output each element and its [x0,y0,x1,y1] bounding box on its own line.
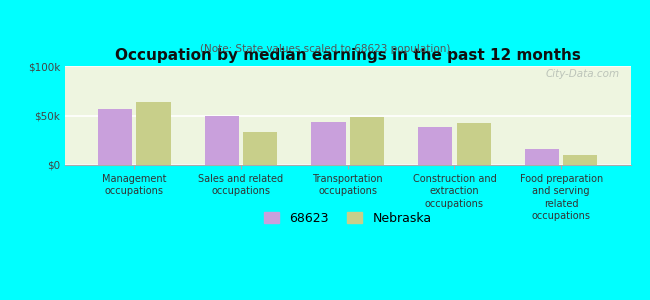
Bar [205,116,239,165]
Bar [243,132,278,165]
Text: City-Data.com: City-Data.com [545,69,619,79]
Bar [350,118,384,165]
Bar [525,149,559,165]
Bar [564,155,597,165]
Title: Occupation by median earnings in the past 12 months: Occupation by median earnings in the pas… [115,48,580,63]
Bar [418,128,452,165]
Bar [136,102,171,165]
Bar [98,109,132,165]
Legend: 68623, Nebraska: 68623, Nebraska [259,207,436,230]
Bar [456,123,491,165]
Bar [311,122,346,165]
Text: (Note: State values scaled to 68623 population): (Note: State values scaled to 68623 popu… [200,44,450,53]
